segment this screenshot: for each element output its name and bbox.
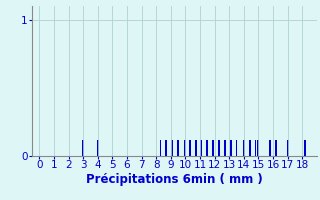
Bar xyxy=(82,140,84,156)
Bar xyxy=(165,140,167,156)
Bar xyxy=(184,140,186,156)
Bar xyxy=(254,140,256,156)
Bar xyxy=(269,140,271,156)
Bar xyxy=(97,140,99,156)
Bar xyxy=(224,140,226,156)
Bar xyxy=(189,140,191,156)
Bar xyxy=(171,140,173,156)
Bar xyxy=(218,140,220,156)
Bar xyxy=(243,140,245,156)
Bar xyxy=(177,140,179,156)
Bar xyxy=(230,140,232,156)
Bar xyxy=(206,140,208,156)
Bar xyxy=(287,140,289,156)
Bar xyxy=(236,140,237,156)
Bar xyxy=(160,140,162,156)
X-axis label: Précipitations 6min ( mm ): Précipitations 6min ( mm ) xyxy=(86,173,263,186)
Bar xyxy=(212,140,214,156)
Bar xyxy=(195,140,196,156)
Bar xyxy=(275,140,277,156)
Bar xyxy=(304,140,306,156)
Bar xyxy=(200,140,202,156)
Bar xyxy=(257,140,259,156)
Bar xyxy=(249,140,251,156)
